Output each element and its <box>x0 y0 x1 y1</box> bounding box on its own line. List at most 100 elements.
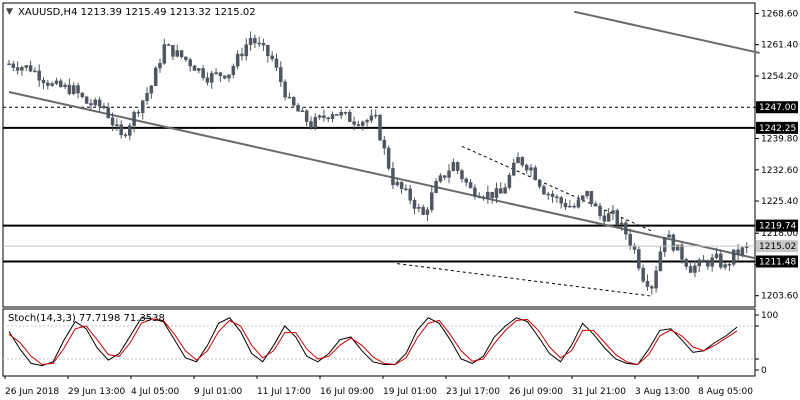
candle-body <box>473 187 477 197</box>
candle-body <box>395 181 400 186</box>
trendline <box>397 263 652 297</box>
candle-body <box>490 191 494 199</box>
candle-body <box>386 147 391 169</box>
candle-body <box>481 197 486 199</box>
candle-body <box>628 233 632 246</box>
candle-body <box>706 261 710 267</box>
y-tick-label: 1239.80 <box>761 134 798 144</box>
level-tag <box>756 219 798 232</box>
level-tag-label: 1211.48 <box>759 257 796 267</box>
candle-body <box>128 125 132 136</box>
candle-body <box>507 174 512 188</box>
candle-body <box>529 167 533 171</box>
candle-body <box>434 181 438 193</box>
x-tick-label: 16 Jul 09:00 <box>320 387 374 397</box>
candle-body <box>671 234 676 251</box>
x-tick-label: 29 Jun 13:00 <box>68 387 125 397</box>
x-tick-label: 19 Jul 01:00 <box>383 387 437 397</box>
candle-body <box>46 82 50 86</box>
x-tick-label: 3 Aug 13:00 <box>635 387 690 397</box>
level-tag-label: 1247.00 <box>759 103 796 113</box>
candle-body <box>740 247 745 256</box>
candle-body <box>611 210 615 214</box>
candle-body <box>322 115 326 118</box>
candle-body <box>300 110 305 112</box>
candle-body <box>84 96 89 104</box>
x-tick-label: 31 Jul 21:00 <box>572 387 626 397</box>
y-tick-label: 1261.40 <box>761 41 798 51</box>
candle-body <box>201 68 205 79</box>
candle-body <box>335 114 339 116</box>
candle-body <box>464 178 469 183</box>
candle-body <box>391 168 395 186</box>
candle-body <box>468 182 473 189</box>
x-tick-label: 26 Jul 09:00 <box>509 387 563 397</box>
candle-body <box>188 59 192 67</box>
candle-body <box>54 80 59 84</box>
candle-body <box>218 72 223 77</box>
candle-body <box>615 210 620 225</box>
candle-body <box>257 42 261 45</box>
candle-body <box>153 67 158 87</box>
candle-body <box>244 44 249 57</box>
candle-body <box>373 114 378 117</box>
candle-body <box>352 121 356 125</box>
candle-body <box>555 196 559 198</box>
stoch-y-tick-label: 0 <box>761 366 767 376</box>
stoch-y-tick-label: 100 <box>761 311 778 321</box>
candle-body <box>494 188 499 199</box>
candle-body <box>266 44 270 57</box>
candle-body <box>606 213 611 222</box>
candle-body <box>339 112 343 116</box>
candle-body <box>516 157 520 164</box>
candle-body <box>317 115 322 118</box>
candle-body <box>145 92 149 101</box>
candle-body <box>110 117 115 126</box>
candle-body <box>67 84 72 94</box>
candle-body <box>76 85 80 94</box>
candle-body <box>511 162 516 176</box>
candle-body <box>214 72 218 74</box>
candle-body <box>731 249 736 265</box>
candle-body <box>697 259 701 266</box>
candle-body <box>425 209 430 215</box>
candle-body <box>248 37 253 45</box>
candle-body <box>568 205 572 208</box>
x-tick-label: 11 Jul 17:00 <box>257 387 311 397</box>
level-tag-label: 1219.74 <box>759 222 796 232</box>
candle-body <box>581 195 585 200</box>
candle-body <box>89 103 93 106</box>
stoch-layer <box>3 317 755 367</box>
header-arrow-icon: ▼ <box>6 7 13 17</box>
candle-body <box>680 244 684 260</box>
candle-body <box>291 97 296 106</box>
candle-body <box>438 175 443 182</box>
candle-body <box>106 107 110 119</box>
candle-body <box>572 205 576 208</box>
candle-body <box>598 205 602 217</box>
stoch-header: Stoch(14,3,3) 77.7198 71.3538 <box>8 313 165 324</box>
x-tick-label: 8 Aug 05:00 <box>698 387 753 397</box>
candle-body <box>550 193 555 197</box>
candle-body <box>365 120 369 123</box>
candle-body <box>71 85 76 94</box>
candle-body <box>417 207 421 209</box>
candle-body <box>28 65 33 72</box>
candle-body <box>662 237 667 252</box>
x-tick-label: 9 Jul 01:00 <box>194 387 243 397</box>
candle-body <box>667 234 671 238</box>
candle-body <box>192 65 197 71</box>
candle-body <box>222 75 227 79</box>
candle-body <box>559 197 563 204</box>
chart-header: XAUUSD,H4 1213.39 1215.49 1213.32 1215.0… <box>18 7 256 18</box>
candle-body <box>123 134 128 137</box>
candle-body <box>477 196 481 198</box>
candle-body <box>149 85 154 94</box>
candle-body <box>486 191 490 198</box>
candle-body <box>520 157 525 166</box>
candle-body <box>210 73 214 83</box>
candle-body <box>537 179 542 187</box>
candle-body <box>132 111 136 126</box>
candle-body <box>166 44 171 46</box>
